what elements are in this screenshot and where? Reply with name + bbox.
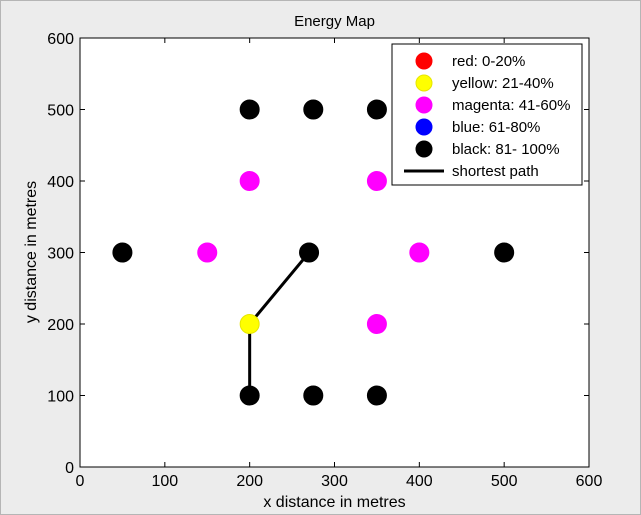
data-point — [366, 171, 387, 191]
legend-marker — [415, 52, 433, 70]
data-point — [112, 242, 133, 263]
x-axis-label: x distance in metres — [263, 494, 405, 511]
data-point — [239, 99, 260, 120]
y-tick-label: 0 — [65, 460, 74, 477]
legend-label: yellow: 21-40% — [452, 75, 554, 92]
y-tick-label: 600 — [47, 31, 74, 48]
data-point — [239, 314, 260, 334]
x-tick-label: 200 — [236, 473, 263, 490]
y-axis-label: y distance in metres — [23, 181, 40, 323]
legend-marker — [415, 140, 433, 158]
x-tick-label: 400 — [406, 473, 433, 490]
y-tick-label: 400 — [47, 174, 74, 191]
axis-ticks: 0 100 200 300 400 500 600 0 100 200 300 400 500 600 — [47, 31, 602, 490]
y-tick-label: 300 — [47, 246, 74, 263]
data-point — [303, 99, 324, 120]
data-point — [366, 314, 387, 334]
x-tick-label: 300 — [321, 473, 348, 490]
chart-title: Energy Map — [294, 13, 375, 30]
data-point — [299, 242, 320, 263]
legend-label: shortest path — [452, 163, 539, 180]
x-tick-label: 500 — [491, 473, 518, 490]
legend-marker — [415, 118, 433, 136]
legend: red: 0-20% yellow: 21-40% magenta: 41-60% b… — [391, 43, 583, 186]
data-point — [303, 385, 324, 406]
data-point — [197, 242, 218, 263]
legend-label: blue: 61-80% — [452, 119, 540, 136]
legend-label: magenta: 41-60% — [452, 97, 570, 114]
data-point — [366, 99, 387, 120]
x-tick-label: 0 — [76, 473, 85, 490]
x-tick-label: 600 — [576, 473, 603, 490]
data-point — [409, 242, 430, 263]
legend-label: black: 81- 100% — [452, 141, 560, 158]
y-tick-label: 100 — [47, 389, 74, 406]
x-tick-label: 100 — [151, 473, 178, 490]
legend-marker — [415, 96, 433, 114]
data-points-layer — [112, 99, 515, 406]
data-point — [239, 171, 260, 191]
data-point — [239, 385, 260, 406]
y-tick-label: 500 — [47, 103, 74, 120]
data-point — [494, 242, 515, 263]
legend-label: red: 0-20% — [452, 53, 525, 70]
y-tick-label: 200 — [47, 317, 74, 334]
data-point — [366, 385, 387, 406]
legend-marker — [415, 74, 433, 92]
